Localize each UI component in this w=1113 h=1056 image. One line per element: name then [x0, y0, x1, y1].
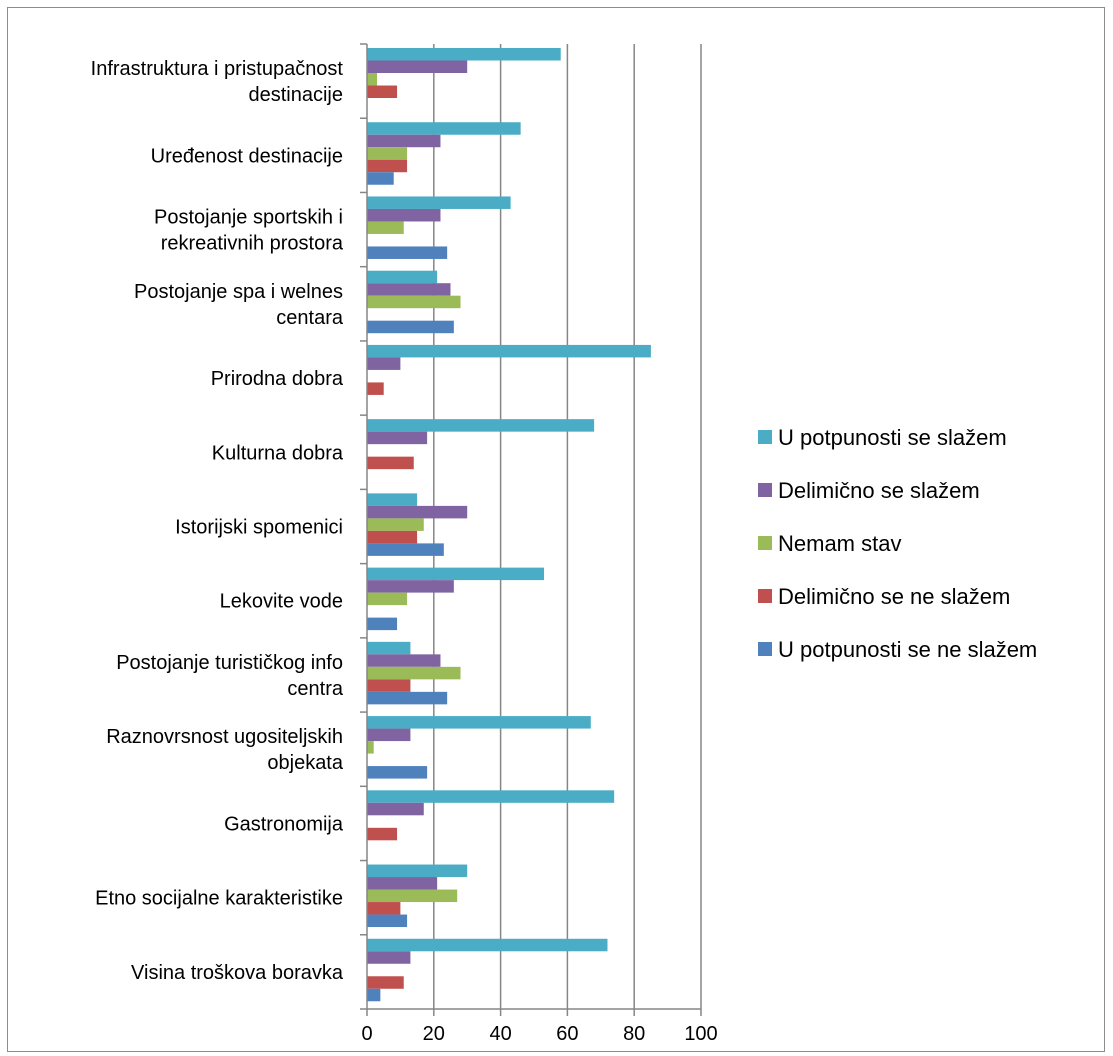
bar-1-3 [367, 196, 511, 209]
bar-2-7 [367, 505, 468, 519]
bar-2-11 [367, 802, 424, 816]
category-label-7: Istorijski spomenici [175, 517, 343, 539]
legend: U potpunosti se slažem Delimično se slaže… [758, 425, 1037, 662]
category-label-11: Gastronomija [224, 813, 344, 835]
bar-3-7 [367, 518, 424, 531]
bar-1-5 [367, 344, 651, 358]
legend-swatch-1 [758, 430, 772, 444]
category-label-8: Lekovite vode [220, 591, 343, 613]
legend-label-3: Nemam stav [778, 531, 901, 556]
bar-4-12 [367, 902, 401, 915]
bar-2-3 [367, 208, 441, 222]
axes [360, 43, 702, 1016]
bar-5-12 [367, 914, 408, 928]
bar-1-4 [367, 270, 438, 284]
bar-3-1 [367, 73, 378, 86]
legend-swatch-2 [758, 483, 772, 497]
bar-2-8 [367, 580, 454, 593]
x-tick-label-40: 40 [489, 1023, 511, 1045]
category-label-2: Uređenost destinacije [151, 145, 343, 167]
legend-label-2: Delimično se slažem [778, 478, 980, 503]
bars [367, 48, 651, 1002]
gridlines [433, 44, 702, 1009]
bar-1-11 [367, 790, 615, 803]
category-label-10: Raznovrsnost ugositeljskih objekata [106, 726, 344, 774]
bar-1-13 [367, 938, 608, 952]
bar-1-7 [367, 493, 418, 506]
bar-1-8 [367, 567, 545, 581]
legend-swatch-4 [758, 589, 772, 603]
legend-label-1: U potpunosti se slažem [778, 425, 1007, 450]
bar-2-13 [367, 951, 411, 964]
x-tick-label-100: 100 [684, 1023, 717, 1045]
x-tick-label-80: 80 [623, 1023, 645, 1045]
bar-2-9 [367, 654, 441, 667]
category-label-5: Prirodna dobra [211, 368, 344, 390]
bar-4-9 [367, 679, 411, 692]
category-label-9: Postojanje turističkog info centra [116, 652, 344, 700]
bar-4-6 [367, 456, 414, 470]
x-tick-label-0: 0 [361, 1023, 372, 1045]
bar-3-12 [367, 889, 458, 903]
bar-5-10 [367, 766, 428, 779]
category-label-6: Kulturna dobra [212, 442, 344, 464]
bar-5-8 [367, 617, 398, 631]
bar-3-3 [367, 221, 404, 234]
bar-4-1 [367, 85, 398, 98]
bar-1-6 [367, 419, 595, 432]
bar-1-10 [367, 716, 591, 729]
bar-3-9 [367, 666, 461, 680]
bar-5-3 [367, 246, 448, 259]
chart-frame: Infrastruktura i pristupačnost destinacij… [7, 7, 1105, 1052]
x-tick-label-60: 60 [556, 1023, 578, 1045]
bar-2-2 [367, 134, 441, 148]
legend-label-5: U potpunosti se ne slažem [778, 637, 1037, 662]
bar-4-2 [367, 159, 408, 173]
bar-5-2 [367, 172, 394, 185]
bar-3-2 [367, 147, 408, 160]
bar-chart: Infrastruktura i pristupačnost destinacij… [91, 43, 1037, 1045]
bar-5-4 [367, 320, 454, 334]
bar-1-1 [367, 48, 561, 61]
bar-2-4 [367, 283, 451, 296]
legend-swatch-3 [758, 536, 772, 550]
category-label-1: Infrastruktura i pristupačnost destinacij… [91, 58, 344, 106]
bar-1-9 [367, 641, 411, 655]
category-label-13: Visina troškova boravka [131, 962, 344, 984]
bar-4-7 [367, 530, 418, 544]
x-tick-labels: 0 20 40 60 80 100 [361, 1023, 717, 1045]
bar-5-13 [367, 988, 381, 1002]
category-label-3: Postojanje sportskih i rekreativnih prost… [154, 207, 344, 255]
bar-3-10 [367, 741, 374, 754]
bar-5-7 [367, 543, 444, 556]
bar-4-11 [367, 827, 398, 841]
bar-2-6 [367, 431, 428, 445]
x-tick-label-20: 20 [423, 1023, 445, 1045]
bar-2-10 [367, 728, 411, 742]
bar-5-9 [367, 691, 448, 705]
category-label-4: Postojanje spa i welnes centara [134, 281, 344, 329]
bar-3-4 [367, 295, 461, 309]
category-label-12: Etno socijalne karakteristike [95, 888, 343, 910]
legend-swatch-5 [758, 642, 772, 656]
bar-2-12 [367, 877, 438, 890]
bar-2-5 [367, 357, 401, 370]
bar-2-1 [367, 60, 468, 73]
bar-4-13 [367, 976, 404, 989]
bar-4-5 [367, 382, 384, 395]
bar-1-2 [367, 122, 521, 135]
category-labels: Infrastruktura i pristupačnost destinacij… [91, 58, 344, 984]
bar-3-8 [367, 592, 408, 606]
legend-label-4: Delimično se ne slažem [778, 584, 1010, 609]
bar-1-12 [367, 864, 468, 878]
